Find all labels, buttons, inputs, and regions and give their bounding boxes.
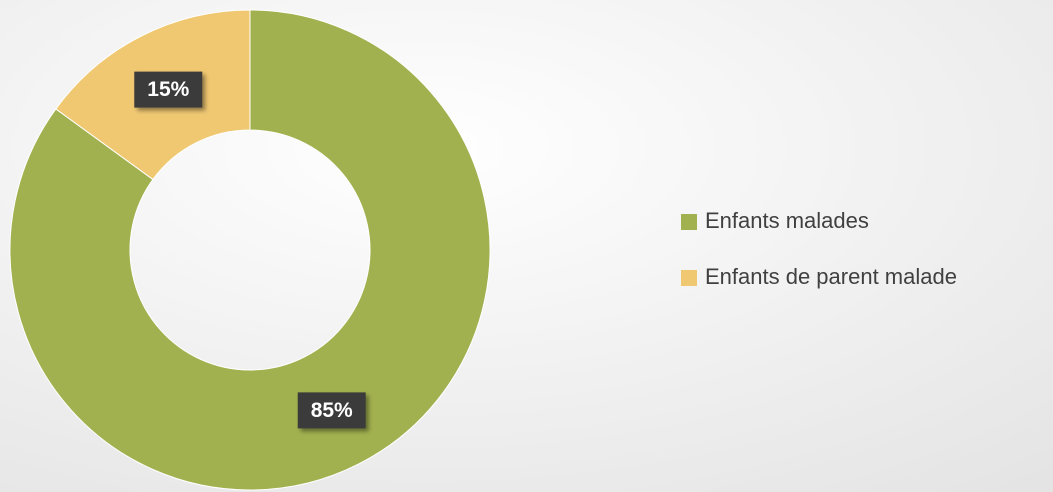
donut-slice — [9, 9, 491, 491]
data-label-box — [134, 71, 203, 108]
legend-label: Enfants de parent malade — [705, 264, 957, 289]
data-label: 85% — [311, 399, 353, 422]
data-label: 15% — [147, 78, 189, 101]
data-label-box — [297, 392, 366, 429]
legend-swatch — [681, 214, 697, 230]
legend-swatch — [681, 270, 697, 286]
legend-label: Enfants malades — [705, 208, 869, 233]
